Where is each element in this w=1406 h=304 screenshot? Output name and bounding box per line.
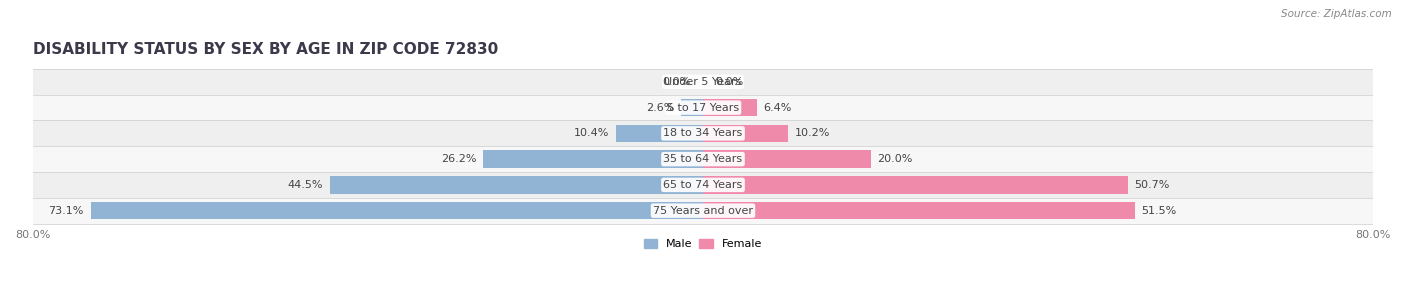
Text: 0.0%: 0.0% bbox=[662, 77, 690, 87]
Bar bbox=[32, 95, 1374, 120]
Text: 20.0%: 20.0% bbox=[877, 154, 912, 164]
Text: 65 to 74 Years: 65 to 74 Years bbox=[664, 180, 742, 190]
Text: Source: ZipAtlas.com: Source: ZipAtlas.com bbox=[1281, 9, 1392, 19]
Text: Under 5 Years: Under 5 Years bbox=[665, 77, 741, 87]
Bar bbox=[703, 150, 870, 168]
Text: 75 Years and over: 75 Years and over bbox=[652, 206, 754, 216]
Bar bbox=[703, 99, 756, 116]
Text: 2.6%: 2.6% bbox=[647, 102, 675, 112]
Bar bbox=[90, 202, 703, 219]
Text: 35 to 64 Years: 35 to 64 Years bbox=[664, 154, 742, 164]
Bar bbox=[330, 176, 703, 194]
Text: 5 to 17 Years: 5 to 17 Years bbox=[666, 102, 740, 112]
Bar bbox=[682, 99, 703, 116]
Text: 6.4%: 6.4% bbox=[763, 102, 792, 112]
Bar bbox=[32, 198, 1374, 223]
Text: 0.0%: 0.0% bbox=[716, 77, 744, 87]
Text: 44.5%: 44.5% bbox=[288, 180, 323, 190]
Text: 26.2%: 26.2% bbox=[441, 154, 477, 164]
Text: DISABILITY STATUS BY SEX BY AGE IN ZIP CODE 72830: DISABILITY STATUS BY SEX BY AGE IN ZIP C… bbox=[32, 42, 498, 57]
Text: 73.1%: 73.1% bbox=[48, 206, 84, 216]
Legend: Male, Female: Male, Female bbox=[640, 234, 766, 254]
Text: 10.4%: 10.4% bbox=[574, 128, 609, 138]
Bar bbox=[703, 125, 789, 142]
Bar bbox=[32, 69, 1374, 95]
Bar bbox=[616, 125, 703, 142]
Bar bbox=[484, 150, 703, 168]
Text: 50.7%: 50.7% bbox=[1135, 180, 1170, 190]
Bar bbox=[703, 176, 1128, 194]
Text: 51.5%: 51.5% bbox=[1142, 206, 1177, 216]
Bar bbox=[32, 120, 1374, 146]
Bar bbox=[703, 202, 1135, 219]
Text: 10.2%: 10.2% bbox=[796, 128, 831, 138]
Bar bbox=[32, 146, 1374, 172]
Bar bbox=[32, 172, 1374, 198]
Text: 18 to 34 Years: 18 to 34 Years bbox=[664, 128, 742, 138]
